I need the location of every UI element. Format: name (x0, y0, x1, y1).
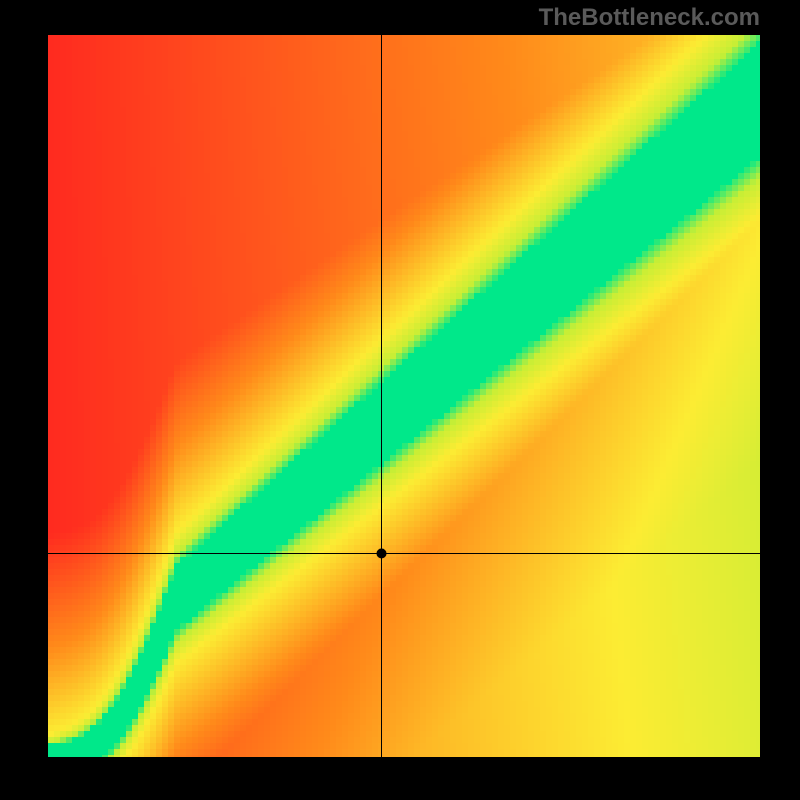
chart-container: TheBottleneck.com (0, 0, 800, 800)
bottleneck-heatmap (48, 35, 760, 757)
watermark-text: TheBottleneck.com (539, 4, 760, 32)
